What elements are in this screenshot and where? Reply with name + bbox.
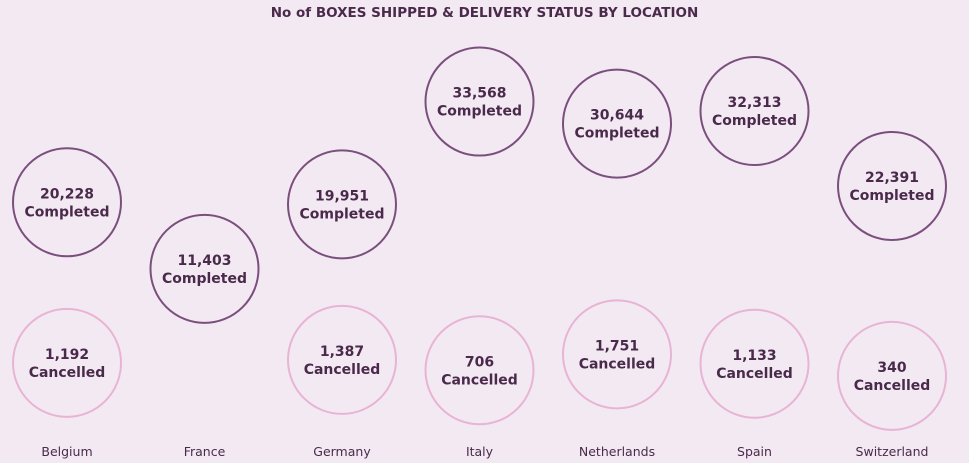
cancelled-value-label: 706: [465, 354, 494, 370]
completed-circle: [12, 147, 122, 258]
cancelled-circle: [562, 299, 672, 410]
cancelled-status-label: Cancelled: [441, 372, 518, 388]
cancelled-bubble-5: 1,133 Cancelled: [699, 308, 810, 419]
cancelled-status-label: Cancelled: [716, 366, 793, 382]
completed-status-label: Completed: [162, 271, 247, 287]
chart-title: No of BOXES SHIPPED & DELIVERY STATUS BY…: [270, 5, 699, 21]
cancelled-bubble-6: 340 Cancelled: [837, 320, 947, 431]
completed-bubble-2: 19,951 Completed: [287, 149, 397, 260]
completed-bubble-5: 32,313 Completed: [699, 56, 810, 167]
cancelled-bubble-4: 1,751 Cancelled: [562, 299, 672, 410]
completed-value-label: 11,403: [177, 253, 231, 269]
cancelled-value-label: 1,751: [595, 338, 639, 354]
cancelled-circle: [699, 308, 810, 419]
bubble-layer: 20,228 Completed 1,192 Cancelled 11,403 Compl…: [12, 46, 947, 431]
cancelled-status-label: Cancelled: [854, 378, 931, 394]
cancelled-circle: [287, 304, 397, 415]
cancelled-value-label: 1,387: [320, 344, 364, 360]
completed-bubble-3: 33,568 Completed: [424, 46, 535, 157]
completed-status-label: Completed: [299, 206, 384, 222]
completed-circle: [287, 149, 397, 260]
completed-circle: [837, 130, 947, 241]
completed-circle: [699, 56, 810, 167]
completed-value-label: 20,228: [40, 186, 94, 202]
completed-status-label: Completed: [574, 126, 659, 142]
x-tick-label: Germany: [313, 444, 371, 459]
completed-bubble-4: 30,644 Completed: [562, 68, 672, 179]
completed-status-label: Completed: [24, 204, 109, 220]
completed-status-label: Completed: [437, 104, 522, 120]
completed-value-label: 32,313: [727, 95, 781, 111]
completed-circle: [424, 46, 535, 157]
cancelled-status-label: Cancelled: [29, 365, 106, 381]
cancelled-circle: [12, 307, 122, 418]
completed-value-label: 30,644: [590, 108, 644, 124]
cancelled-circle: [837, 320, 947, 431]
completed-circle: [562, 68, 672, 179]
x-axis-ticks: Belgium France Germany Italy Netherlands Spai…: [41, 444, 928, 459]
cancelled-circle: [424, 315, 535, 426]
completed-circle: [149, 213, 260, 324]
cancelled-status-label: Cancelled: [304, 362, 381, 378]
cancelled-status-label: Cancelled: [579, 356, 656, 372]
cancelled-bubble-3: 706 Cancelled: [424, 315, 535, 426]
cancelled-value-label: 1,192: [45, 347, 89, 363]
completed-bubble-1: 11,403 Completed: [149, 213, 260, 324]
completed-bubble-6: 22,391 Completed: [837, 130, 947, 241]
x-tick-label: Belgium: [41, 444, 92, 459]
cancelled-value-label: 340: [877, 360, 906, 376]
completed-status-label: Completed: [849, 188, 934, 204]
completed-status-label: Completed: [712, 113, 797, 129]
x-tick-label: Switzerland: [856, 444, 929, 459]
completed-bubble-0: 20,228 Completed: [12, 147, 122, 258]
x-tick-label: Netherlands: [579, 444, 655, 459]
x-tick-label: Spain: [737, 444, 772, 459]
completed-value-label: 33,568: [452, 86, 506, 102]
x-tick-label: France: [184, 444, 226, 459]
cancelled-bubble-0: 1,192 Cancelled: [12, 307, 122, 418]
completed-value-label: 22,391: [865, 170, 919, 186]
completed-value-label: 19,951: [315, 188, 369, 204]
cancelled-bubble-2: 1,387 Cancelled: [287, 304, 397, 415]
x-tick-label: Italy: [466, 444, 494, 459]
cancelled-value-label: 1,133: [732, 348, 776, 364]
